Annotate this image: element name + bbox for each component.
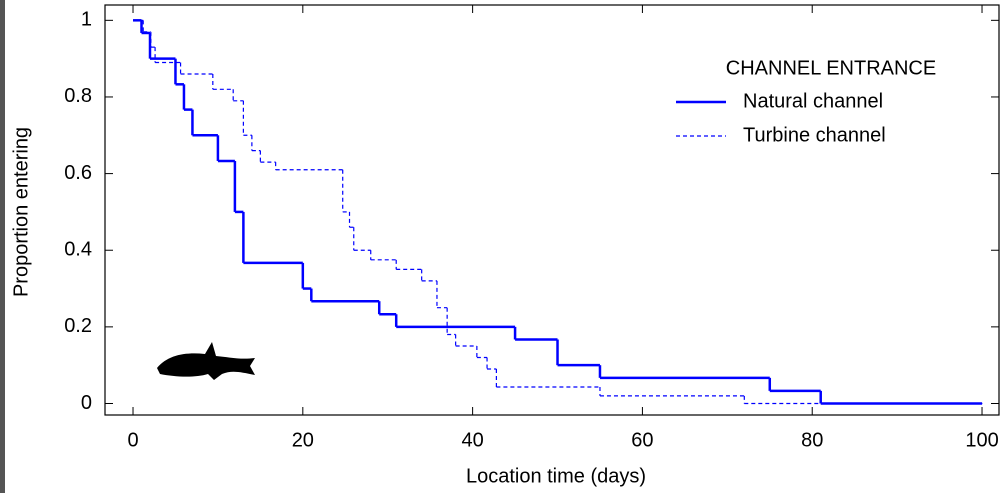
y-axis-label: Proportion entering <box>10 127 32 297</box>
legend-label: Turbine channel <box>743 124 886 146</box>
x-axis-label: Location time (days) <box>466 465 646 487</box>
x-tick-label: 100 <box>965 429 998 451</box>
legend-title: CHANNEL ENTRANCE <box>726 57 936 79</box>
y-tick-label: 0.2 <box>64 315 92 337</box>
y-tick-label: 0.6 <box>64 162 92 184</box>
fish-icon <box>157 342 255 380</box>
y-tick-label: 0.8 <box>64 85 92 107</box>
x-tick-label: 60 <box>631 429 653 451</box>
window-edge <box>0 0 5 493</box>
y-tick-label: 0 <box>81 392 92 414</box>
y-tick-label: 0.4 <box>64 239 92 261</box>
x-tick-label: 40 <box>461 429 483 451</box>
plot-frame <box>104 4 1000 416</box>
x-tick-label: 20 <box>292 429 314 451</box>
x-tick-label: 80 <box>801 429 823 451</box>
legend-label: Natural channel <box>743 90 883 112</box>
x-tick-label: 0 <box>127 429 138 451</box>
y-tick-label: 1 <box>81 9 92 31</box>
